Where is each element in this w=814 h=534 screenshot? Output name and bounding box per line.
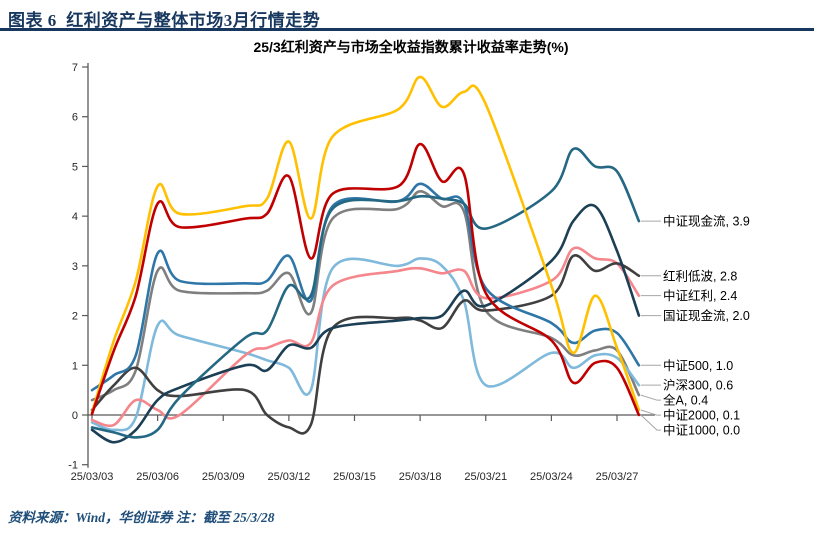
x-tick-label: 25/03/24 — [530, 471, 573, 483]
figure-label: 图表 6 — [8, 11, 57, 30]
y-tick-label: 0 — [72, 410, 78, 422]
series-line-hldb — [90, 254, 641, 435]
page-header: 图表 6 红利资产与整体市场3月行情走势 — [8, 6, 808, 31]
x-tick-label: 25/03/15 — [333, 471, 376, 483]
series-end-label-hs300: 沪深300, 0.6 — [663, 379, 733, 393]
x-tick-label: 25/03/12 — [267, 471, 310, 483]
label-connector-zz2000 — [640, 409, 661, 416]
series-end-label-hldb: 红利低波, 2.8 — [663, 268, 737, 283]
y-tick-label: 6 — [72, 112, 78, 124]
y-tick-label: -1 — [68, 460, 78, 472]
series-line-hs300 — [90, 257, 641, 432]
label-connector-zz1000 — [640, 414, 661, 431]
x-tick-label: 25/03/18 — [399, 471, 442, 483]
series-end-labels: 中证现金流, 3.9 红利低波, 2.8 中证红利, 2.4 国证现金流, 2.0 中证… — [640, 214, 750, 438]
y-tick-label: 1 — [72, 360, 78, 372]
y-tick-label: 4 — [72, 211, 78, 223]
x-tick-label: 25/03/27 — [596, 471, 639, 483]
x-tick-label: 25/03/03 — [71, 471, 114, 483]
y-tick-label: 7 — [72, 62, 78, 74]
series-end-label-zzxjl: 中证现金流, 3.9 — [663, 214, 750, 229]
source-note: 资料来源：Wind，华创证券 注：截至 25/3/28 — [8, 510, 275, 525]
series-line-zzhl — [90, 246, 641, 427]
axes: 7 6 5 4 3 2 1 0 -125/03/03 25/03/06 25/03/09 25/03/… — [68, 62, 655, 483]
series-line-zz2000 — [90, 75, 641, 414]
label-connector-quana — [640, 394, 661, 401]
y-tick-label: 5 — [72, 161, 78, 173]
series-end-label-zz2000: 中证2000, 0.1 — [663, 408, 740, 423]
x-tick-label: 25/03/09 — [202, 471, 245, 483]
x-tick-label: 25/03/21 — [464, 471, 507, 483]
y-tick-label: 3 — [72, 261, 78, 273]
series-line-gzxjl — [90, 203, 641, 444]
series-end-label-quana: 全A, 0.4 — [663, 393, 708, 408]
chart-area: 25/3红利资产与市场全收益指数累计收益率走势(%) 7 6 5 4 3 2 1 0 -1 25/… — [0, 31, 814, 503]
series-lines — [90, 75, 641, 444]
series-end-label-zz500: 中证500, 1.0 — [663, 358, 733, 373]
series-end-label-zzhl: 中证红利, 2.4 — [663, 288, 737, 303]
series-line-quana — [90, 190, 641, 402]
series-line-zzxjl — [90, 147, 641, 439]
chart-title: 25/3红利资产与市场全收益指数累计收益率走势(%) — [253, 39, 568, 55]
page-title: 红利资产与整体市场3月行情走势 — [66, 11, 321, 30]
line-chart: 25/3红利资产与市场全收益指数累计收益率走势(%) 76543210-125/… — [68, 39, 750, 483]
header-rule — [0, 28, 814, 31]
series-end-label-gzxjl: 国证现金流, 2.0 — [663, 308, 750, 323]
series-line-zz1000 — [90, 142, 641, 417]
series-end-label-zz1000: 中证1000, 0.0 — [663, 423, 740, 438]
y-tick-label: 2 — [72, 311, 78, 323]
x-tick-label: 25/03/06 — [136, 471, 179, 483]
